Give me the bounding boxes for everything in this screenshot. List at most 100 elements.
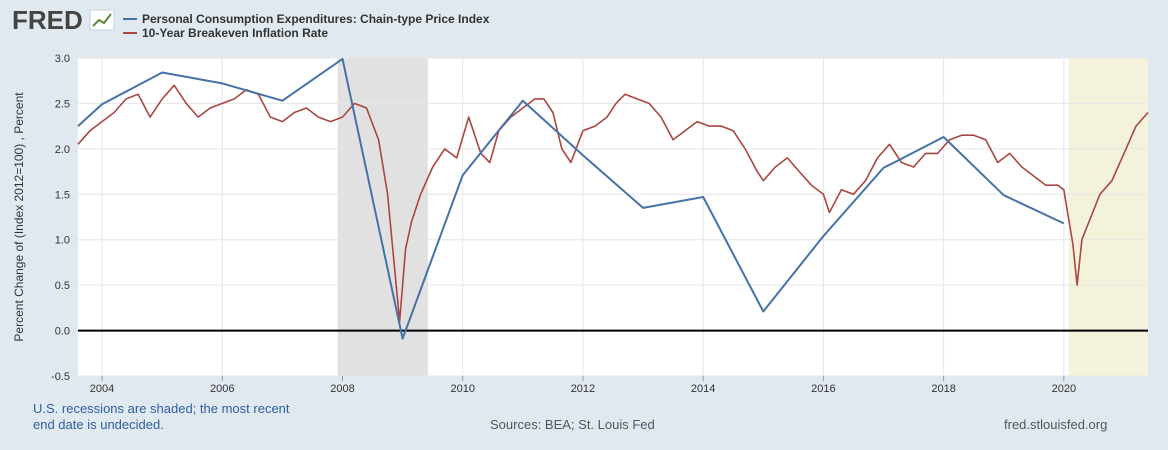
breakeven-point-56[interactable] xyxy=(696,121,698,123)
pce-point-9[interactable] xyxy=(582,154,584,156)
breakeven-point-45[interactable] xyxy=(570,162,572,164)
breakeven-point-41[interactable] xyxy=(534,98,536,100)
breakeven-point-34[interactable] xyxy=(456,157,458,159)
pce-point-0[interactable] xyxy=(77,125,79,127)
breakeven-point-79[interactable] xyxy=(961,134,963,136)
pce-point-3[interactable] xyxy=(221,83,223,85)
breakeven-point-60[interactable] xyxy=(744,148,746,150)
series-line-pce[interactable] xyxy=(77,57,1065,340)
breakeven-point-10[interactable] xyxy=(197,116,199,118)
breakeven-point-78[interactable] xyxy=(949,139,951,141)
breakeven-point-65[interactable] xyxy=(799,171,801,173)
pce-point-17[interactable] xyxy=(1063,223,1065,225)
breakeven-point-85[interactable] xyxy=(1033,175,1035,177)
breakeven-point-9[interactable] xyxy=(185,103,187,105)
breakeven-point-91[interactable] xyxy=(1081,239,1083,241)
breakeven-point-6[interactable] xyxy=(149,116,151,118)
breakeven-point-82[interactable] xyxy=(997,162,999,164)
breakeven-point-68[interactable] xyxy=(829,212,831,214)
breakeven-point-43[interactable] xyxy=(552,112,554,114)
breakeven-point-29[interactable] xyxy=(405,248,407,250)
pce-point-13[interactable] xyxy=(823,235,825,237)
breakeven-point-49[interactable] xyxy=(615,103,617,105)
pce-point-6[interactable] xyxy=(402,338,404,340)
breakeven-point-8[interactable] xyxy=(173,84,175,86)
breakeven-point-33[interactable] xyxy=(444,148,446,150)
breakeven-point-4[interactable] xyxy=(125,98,127,100)
breakeven-point-42[interactable] xyxy=(543,98,545,100)
breakeven-point-69[interactable] xyxy=(841,189,843,191)
breakeven-point-59[interactable] xyxy=(732,130,734,132)
breakeven-point-26[interactable] xyxy=(387,193,389,195)
pce-point-14[interactable] xyxy=(883,167,885,169)
breakeven-point-31[interactable] xyxy=(420,193,422,195)
breakeven-point-18[interactable] xyxy=(294,112,296,114)
legend-item-pce[interactable]: Personal Consumption Expenditures: Chain… xyxy=(123,12,490,26)
breakeven-point-24[interactable] xyxy=(366,107,368,109)
breakeven-point-77[interactable] xyxy=(937,153,939,155)
pce-point-5[interactable] xyxy=(342,58,344,60)
breakeven-point-58[interactable] xyxy=(720,125,722,127)
breakeven-point-55[interactable] xyxy=(684,130,686,132)
pce-point-7[interactable] xyxy=(462,174,464,176)
breakeven-point-86[interactable] xyxy=(1045,184,1047,186)
breakeven-point-3[interactable] xyxy=(113,112,115,114)
breakeven-point-16[interactable] xyxy=(270,116,272,118)
breakeven-point-27[interactable] xyxy=(393,257,395,259)
pce-point-2[interactable] xyxy=(161,72,163,74)
breakeven-point-2[interactable] xyxy=(101,121,103,123)
breakeven-point-87[interactable] xyxy=(1057,184,1059,186)
breakeven-point-37[interactable] xyxy=(489,162,491,164)
breakeven-point-90[interactable] xyxy=(1076,284,1078,286)
breakeven-point-93[interactable] xyxy=(1099,193,1101,195)
breakeven-point-67[interactable] xyxy=(823,193,825,195)
breakeven-point-84[interactable] xyxy=(1021,166,1023,168)
breakeven-point-30[interactable] xyxy=(411,221,413,223)
breakeven-point-19[interactable] xyxy=(306,107,308,109)
breakeven-point-88[interactable] xyxy=(1063,189,1065,191)
breakeven-point-57[interactable] xyxy=(708,125,710,127)
legend-item-breakeven[interactable]: 10-Year Breakeven Inflation Rate xyxy=(123,26,328,40)
breakeven-point-66[interactable] xyxy=(811,184,813,186)
breakeven-point-7[interactable] xyxy=(161,98,163,100)
breakeven-point-63[interactable] xyxy=(775,166,777,168)
breakeven-point-1[interactable] xyxy=(89,130,91,132)
fred-logo[interactable]: FRED xyxy=(12,5,115,35)
pce-point-16[interactable] xyxy=(1003,194,1005,196)
breakeven-point-44[interactable] xyxy=(561,148,563,150)
breakeven-point-22[interactable] xyxy=(342,116,344,118)
series-line-breakeven[interactable] xyxy=(77,84,1149,323)
pce-point-8[interactable] xyxy=(522,100,524,102)
pce-point-11[interactable] xyxy=(702,196,704,198)
breakeven-point-97[interactable] xyxy=(1147,112,1149,114)
breakeven-point-20[interactable] xyxy=(318,116,320,118)
breakeven-point-52[interactable] xyxy=(648,103,650,105)
breakeven-point-61[interactable] xyxy=(756,171,758,173)
breakeven-point-92[interactable] xyxy=(1090,216,1092,218)
breakeven-point-89[interactable] xyxy=(1072,243,1074,245)
breakeven-point-12[interactable] xyxy=(221,103,223,105)
breakeven-point-48[interactable] xyxy=(606,116,608,118)
breakeven-point-62[interactable] xyxy=(762,180,764,182)
breakeven-point-83[interactable] xyxy=(1009,153,1011,155)
breakeven-point-40[interactable] xyxy=(522,107,524,109)
breakeven-point-0[interactable] xyxy=(77,144,79,146)
breakeven-point-54[interactable] xyxy=(672,139,674,141)
breakeven-point-80[interactable] xyxy=(973,134,975,136)
breakeven-point-72[interactable] xyxy=(877,157,879,159)
pce-point-1[interactable] xyxy=(101,104,103,106)
breakeven-point-74[interactable] xyxy=(901,162,903,164)
breakeven-point-76[interactable] xyxy=(925,153,927,155)
breakeven-point-53[interactable] xyxy=(660,116,662,118)
breakeven-point-81[interactable] xyxy=(985,139,987,141)
breakeven-point-71[interactable] xyxy=(865,180,867,182)
breakeven-point-46[interactable] xyxy=(582,130,584,132)
breakeven-point-70[interactable] xyxy=(853,193,855,195)
breakeven-point-95[interactable] xyxy=(1123,153,1125,155)
breakeven-point-23[interactable] xyxy=(354,103,356,105)
breakeven-point-17[interactable] xyxy=(282,121,284,123)
breakeven-point-11[interactable] xyxy=(209,107,211,109)
breakeven-point-50[interactable] xyxy=(624,94,626,96)
pce-point-10[interactable] xyxy=(642,207,644,209)
breakeven-point-94[interactable] xyxy=(1111,180,1113,182)
